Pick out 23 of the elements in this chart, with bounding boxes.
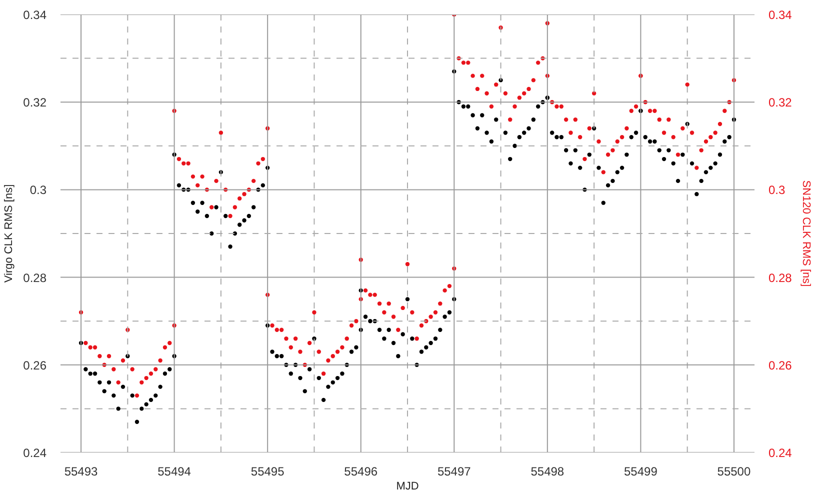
x-tick-label: 55494 [158,464,192,478]
y2-tick-label: 0.3 [768,183,786,198]
y2-axis-title: SN120 CLK RMS [ns] [800,180,812,287]
y-tick-label: 0.26 [23,358,47,372]
x-tick-label: 55500 [717,464,751,478]
x-axis-title: MJD [396,480,419,492]
x-tick-label: 55499 [624,464,658,478]
y-tick-label: 0.28 [23,270,47,285]
y2-tick-label: 0.34 [768,8,792,22]
y2-tick-label: 0.32 [768,96,792,110]
y-tick-label: 0.3 [30,183,47,198]
x-tick-label: 55497 [437,464,472,478]
y2-tick-label: 0.28 [768,270,792,285]
y-tick-label: 0.32 [23,96,47,110]
x-tick-label: 55496 [344,464,378,478]
y2-tick-label: 0.24 [768,446,792,460]
y-axis-title: Virgo CLK RMS [ns] [3,184,16,283]
y-tick-label: 0.34 [23,8,47,22]
y2-tick-label: 0.26 [768,358,792,372]
x-tick-label: 55495 [250,464,285,478]
x-tick-label: 55493 [64,464,98,478]
x-tick-label: 55498 [530,464,564,478]
y-tick-label: 0.24 [23,446,47,460]
